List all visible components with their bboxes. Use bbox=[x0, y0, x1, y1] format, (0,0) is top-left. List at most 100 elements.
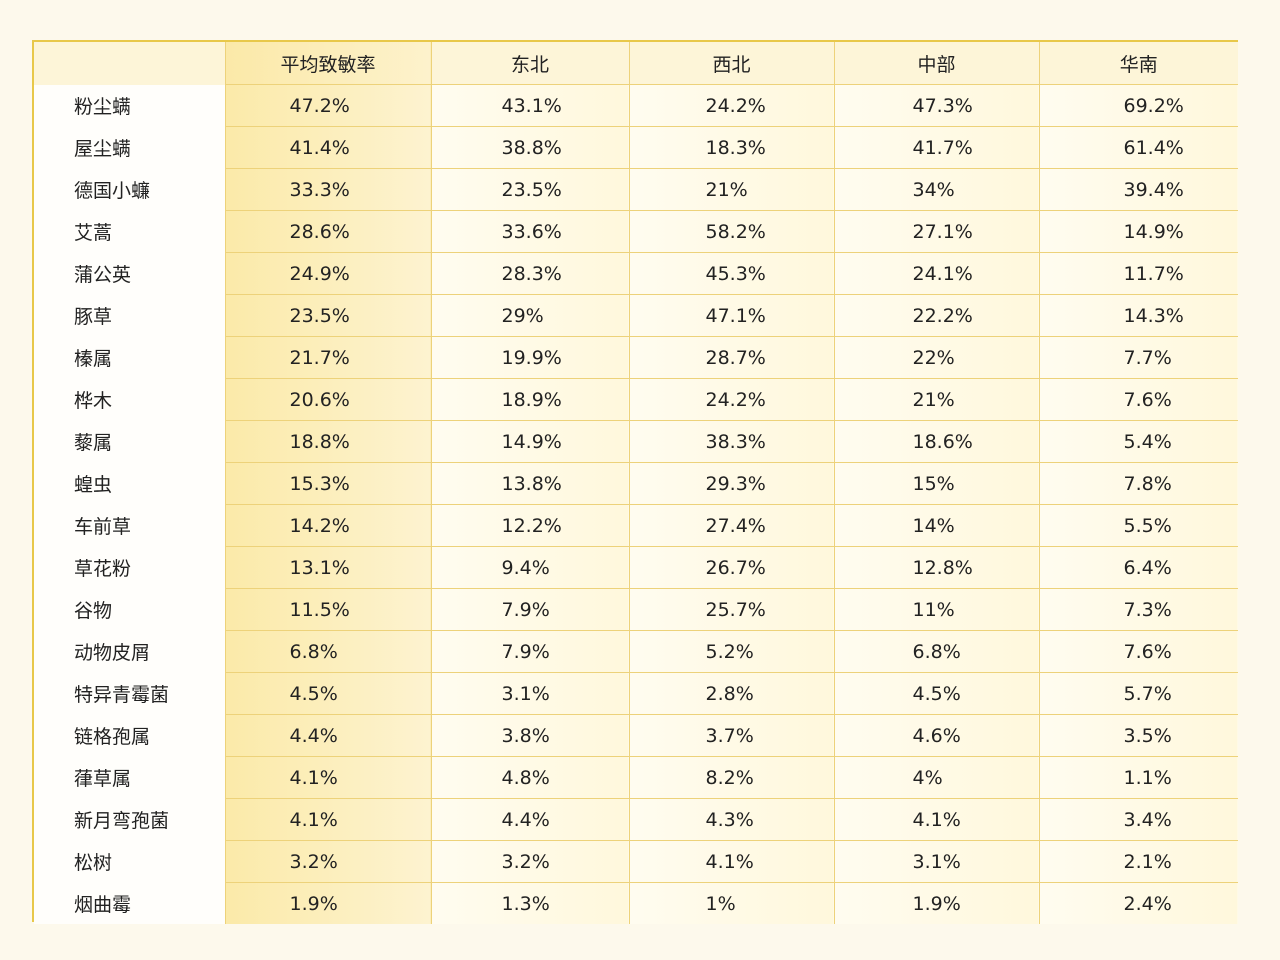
header-row: 平均致敏率 东北 西北 中部 华南 bbox=[34, 42, 1238, 85]
central-rate-cell: 27.1% bbox=[833, 210, 1039, 253]
south-rate-cell: 3.4% bbox=[1038, 798, 1238, 841]
south-rate-cell: 5.7% bbox=[1038, 672, 1238, 715]
average-rate-cell: 18.8% bbox=[224, 420, 431, 463]
northeast-rate-cell: 3.1% bbox=[430, 672, 629, 715]
central-rate-cell: 4% bbox=[833, 756, 1039, 799]
table-row: 动物皮屑 6.8% 7.9% 5.2% 6.8% 7.6% bbox=[34, 630, 1238, 673]
header-south: 华南 bbox=[1038, 42, 1238, 85]
northeast-rate-cell: 19.9% bbox=[430, 336, 629, 379]
central-rate-cell: 3.1% bbox=[833, 840, 1039, 883]
average-rate-cell: 4.1% bbox=[224, 798, 431, 841]
northeast-rate-cell: 18.9% bbox=[430, 378, 629, 421]
table-body: 粉尘螨 47.2% 43.1% 24.2% 47.3% 69.2% 屋尘螨 41.4% 38.8… bbox=[34, 84, 1238, 924]
header-central: 中部 bbox=[833, 42, 1039, 85]
table-row: 豚草 23.5% 29% 47.1% 22.2% 14.3% bbox=[34, 294, 1238, 337]
allergen-sensitization-table-container: 平均致敏率 东北 西北 中部 华南 粉尘螨 47.2% 43.1% 24.2% 47.3% 69.… bbox=[32, 40, 1238, 924]
table-row: 特异青霉菌 4.5% 3.1% 2.8% 4.5% 5.7% bbox=[34, 672, 1238, 715]
northwest-rate-cell: 26.7% bbox=[628, 546, 834, 589]
south-rate-cell: 7.3% bbox=[1038, 588, 1238, 631]
south-rate-cell: 7.7% bbox=[1038, 336, 1238, 379]
northeast-rate-cell: 12.2% bbox=[430, 504, 629, 547]
average-rate-cell: 14.2% bbox=[224, 504, 431, 547]
table-row: 藜属 18.8% 14.9% 38.3% 18.6% 5.4% bbox=[34, 420, 1238, 463]
northwest-rate-cell: 5.2% bbox=[628, 630, 834, 673]
northeast-rate-cell: 13.8% bbox=[430, 462, 629, 505]
south-rate-cell: 11.7% bbox=[1038, 252, 1238, 295]
central-rate-cell: 47.3% bbox=[833, 84, 1039, 127]
average-rate-cell: 13.1% bbox=[224, 546, 431, 589]
average-rate-cell: 24.9% bbox=[224, 252, 431, 295]
average-rate-cell: 21.7% bbox=[224, 336, 431, 379]
allergen-name-cell: 豚草 bbox=[34, 294, 225, 337]
table-row: 草花粉 13.1% 9.4% 26.7% 12.8% 6.4% bbox=[34, 546, 1238, 589]
central-rate-cell: 18.6% bbox=[833, 420, 1039, 463]
northeast-rate-cell: 38.8% bbox=[430, 126, 629, 169]
northeast-rate-cell: 43.1% bbox=[430, 84, 629, 127]
allergen-name-cell: 桦木 bbox=[34, 378, 225, 421]
northeast-rate-cell: 29% bbox=[430, 294, 629, 337]
allergen-name-cell: 蒲公英 bbox=[34, 252, 225, 295]
average-rate-cell: 20.6% bbox=[224, 378, 431, 421]
central-rate-cell: 4.1% bbox=[833, 798, 1039, 841]
northwest-rate-cell: 45.3% bbox=[628, 252, 834, 295]
northwest-rate-cell: 1% bbox=[628, 882, 834, 924]
south-rate-cell: 2.4% bbox=[1038, 882, 1238, 924]
northwest-rate-cell: 2.8% bbox=[628, 672, 834, 715]
northeast-rate-cell: 3.2% bbox=[430, 840, 629, 883]
central-rate-cell: 22% bbox=[833, 336, 1039, 379]
south-rate-cell: 14.3% bbox=[1038, 294, 1238, 337]
northwest-rate-cell: 58.2% bbox=[628, 210, 834, 253]
northeast-rate-cell: 23.5% bbox=[430, 168, 629, 211]
central-rate-cell: 4.6% bbox=[833, 714, 1039, 757]
northwest-rate-cell: 38.3% bbox=[628, 420, 834, 463]
northwest-rate-cell: 24.2% bbox=[628, 84, 834, 127]
average-rate-cell: 33.3% bbox=[224, 168, 431, 211]
table-header: 平均致敏率 东北 西北 中部 华南 bbox=[34, 42, 1238, 85]
table-row: 蝗虫 15.3% 13.8% 29.3% 15% 7.8% bbox=[34, 462, 1238, 505]
table-row: 榛属 21.7% 19.9% 28.7% 22% 7.7% bbox=[34, 336, 1238, 379]
central-rate-cell: 34% bbox=[833, 168, 1039, 211]
header-average: 平均致敏率 bbox=[224, 42, 431, 85]
header-corner bbox=[34, 42, 225, 85]
south-rate-cell: 61.4% bbox=[1038, 126, 1238, 169]
northwest-rate-cell: 29.3% bbox=[628, 462, 834, 505]
northeast-rate-cell: 4.8% bbox=[430, 756, 629, 799]
northwest-rate-cell: 8.2% bbox=[628, 756, 834, 799]
central-rate-cell: 41.7% bbox=[833, 126, 1039, 169]
allergen-name-cell: 谷物 bbox=[34, 588, 225, 631]
average-rate-cell: 41.4% bbox=[224, 126, 431, 169]
central-rate-cell: 4.5% bbox=[833, 672, 1039, 715]
central-rate-cell: 22.2% bbox=[833, 294, 1039, 337]
south-rate-cell: 6.4% bbox=[1038, 546, 1238, 589]
south-rate-cell: 14.9% bbox=[1038, 210, 1238, 253]
allergen-name-cell: 松树 bbox=[34, 840, 225, 883]
allergen-sensitization-table: 平均致敏率 东北 西北 中部 华南 粉尘螨 47.2% 43.1% 24.2% 47.3% 69.… bbox=[34, 42, 1238, 924]
northwest-rate-cell: 24.2% bbox=[628, 378, 834, 421]
average-rate-cell: 15.3% bbox=[224, 462, 431, 505]
table-row: 葎草属 4.1% 4.8% 8.2% 4% 1.1% bbox=[34, 756, 1238, 799]
south-rate-cell: 39.4% bbox=[1038, 168, 1238, 211]
table-row: 粉尘螨 47.2% 43.1% 24.2% 47.3% 69.2% bbox=[34, 84, 1238, 127]
northeast-rate-cell: 1.3% bbox=[430, 882, 629, 924]
northwest-rate-cell: 21% bbox=[628, 168, 834, 211]
south-rate-cell: 2.1% bbox=[1038, 840, 1238, 883]
table-row: 烟曲霉 1.9% 1.3% 1% 1.9% 2.4% bbox=[34, 882, 1238, 924]
northeast-rate-cell: 3.8% bbox=[430, 714, 629, 757]
central-rate-cell: 12.8% bbox=[833, 546, 1039, 589]
south-rate-cell: 1.1% bbox=[1038, 756, 1238, 799]
central-rate-cell: 6.8% bbox=[833, 630, 1039, 673]
northeast-rate-cell: 9.4% bbox=[430, 546, 629, 589]
south-rate-cell: 5.5% bbox=[1038, 504, 1238, 547]
northwest-rate-cell: 4.3% bbox=[628, 798, 834, 841]
northwest-rate-cell: 3.7% bbox=[628, 714, 834, 757]
allergen-name-cell: 葎草属 bbox=[34, 756, 225, 799]
allergen-name-cell: 艾蒿 bbox=[34, 210, 225, 253]
northeast-rate-cell: 7.9% bbox=[430, 630, 629, 673]
allergen-name-cell: 动物皮屑 bbox=[34, 630, 225, 673]
south-rate-cell: 3.5% bbox=[1038, 714, 1238, 757]
south-rate-cell: 7.6% bbox=[1038, 378, 1238, 421]
allergen-name-cell: 链格孢属 bbox=[34, 714, 225, 757]
allergen-name-cell: 屋尘螨 bbox=[34, 126, 225, 169]
table-row: 桦木 20.6% 18.9% 24.2% 21% 7.6% bbox=[34, 378, 1238, 421]
central-rate-cell: 11% bbox=[833, 588, 1039, 631]
